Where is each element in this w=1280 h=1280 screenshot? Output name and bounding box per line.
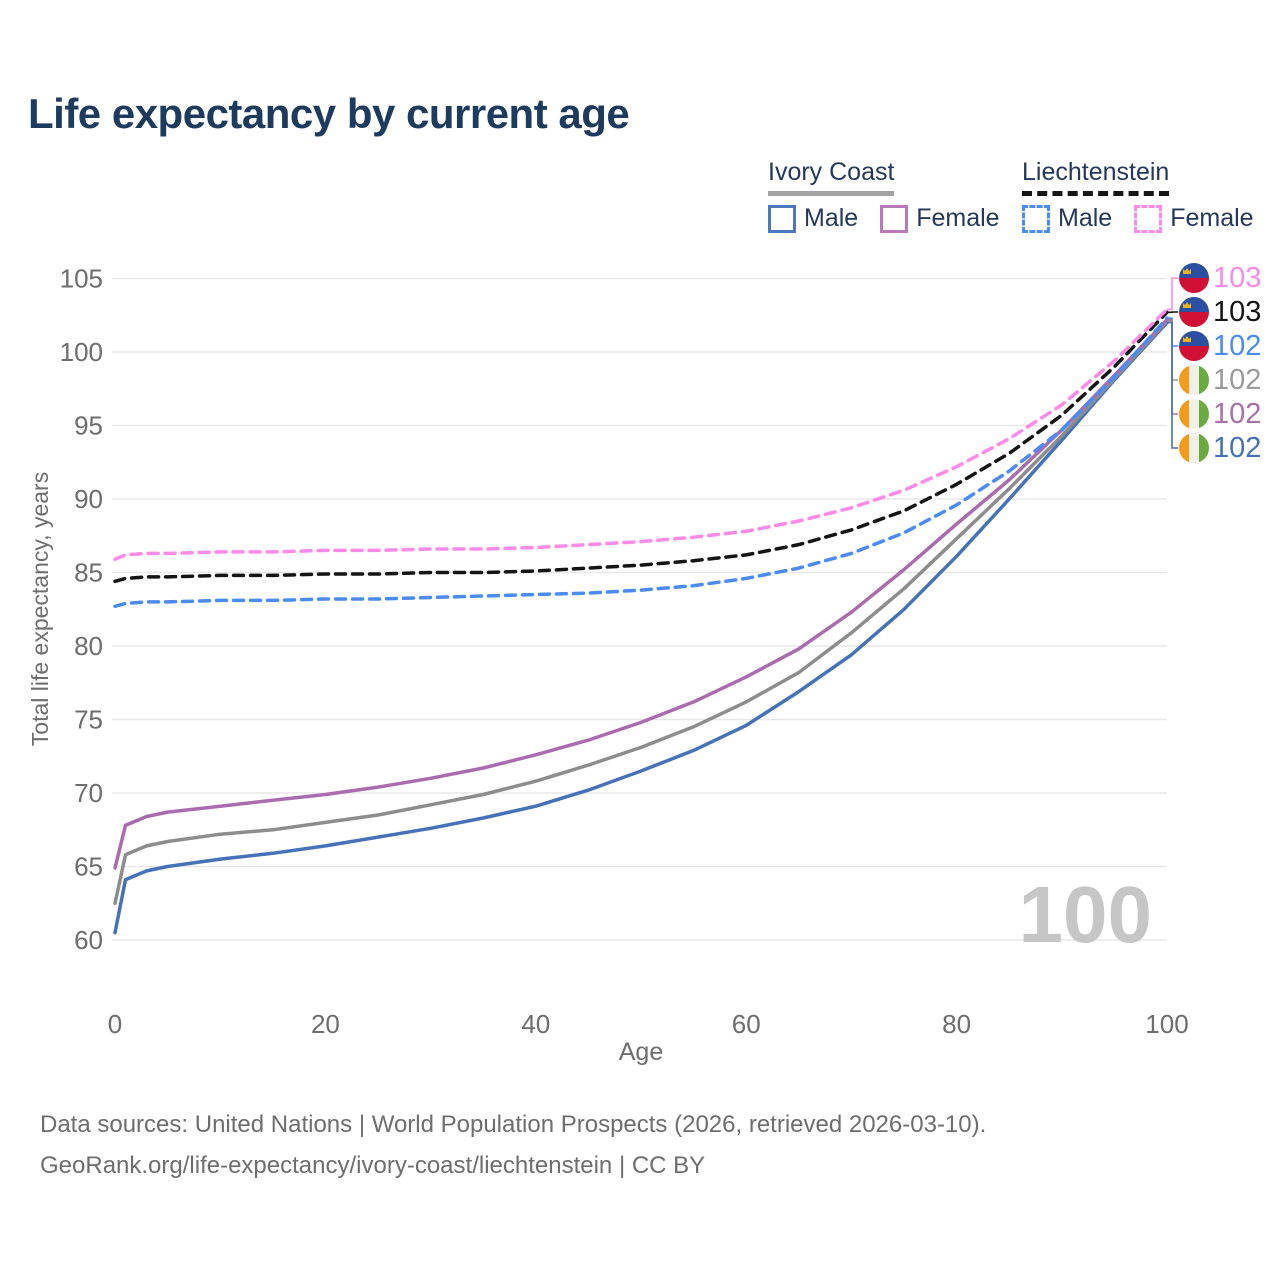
series-line-ic_both[interactable] [113,319,1169,906]
x-axis-title: Age [619,1038,663,1066]
series-line-ic_female[interactable] [113,317,1169,870]
legend-group-ivory-coast: Ivory Coast Male Female [768,158,1014,233]
legend-header-liechtenstein: Liechtenstein [1022,158,1170,196]
footer-attribution: GeoRank.org/life-expectancy/ivory-coast/… [40,1152,706,1179]
footer: Data sources: United Nations | World Pop… [40,1104,986,1186]
y-tick-label: 105 [60,264,103,294]
flag-orange-stripe [1179,433,1189,463]
x-tick-label: 0 [108,1009,122,1039]
x-tick-label: 100 [1145,1009,1188,1039]
gridlines [112,277,1167,941]
y-tick-label: 100 [60,337,103,367]
series-lines [113,307,1169,935]
legend-label-liechtenstein-male[interactable]: Male [1058,204,1113,232]
legend-label-ivory-coast-female[interactable]: Female [916,204,1000,232]
series-line-lie_male[interactable] [113,316,1169,609]
flag-red-half [1179,278,1209,293]
y-axis-tick-labels: 105 100 95 90 85 80 75 70 65 60 [60,264,103,956]
endpoint-value-label: 102 [1213,398,1261,430]
page-title: Life expectancy by current age [28,90,630,137]
y-tick-label: 90 [74,484,103,514]
legend-swatch-ivory-coast-female[interactable] [880,204,909,233]
x-tick-label: 40 [521,1009,550,1039]
legend-label-ivory-coast-male[interactable]: Male [804,204,859,232]
series-line-lie_both[interactable] [113,310,1169,584]
endpoint-value-label: 102 [1213,364,1261,396]
flag-red-half [1179,312,1209,327]
x-axis-tick-labels: 0 20 40 60 80 100 [108,1009,1189,1039]
flag-white-stripe [1189,433,1199,463]
legend-swatch-liechtenstein-male[interactable] [1022,204,1050,233]
legend-swatch-ivory-coast-male[interactable] [768,204,796,233]
legend-swatch-liechtenstein-female[interactable] [1134,204,1163,233]
flag-green-stripe [1199,365,1209,395]
flag-orange-stripe [1179,365,1189,395]
endpoint-value-label: 102 [1213,432,1261,464]
flag-icon-ivory_coast [1179,433,1209,463]
y-tick-label: 60 [74,925,103,955]
flag-white-stripe [1189,365,1199,395]
footer-data-sources: Data sources: United Nations | World Pop… [40,1111,987,1138]
flag-icon-ivory_coast [1179,399,1209,429]
legend-header-ivory-coast: Ivory Coast [768,158,895,196]
flag-green-stripe [1199,399,1209,429]
x-tick-label: 20 [311,1009,340,1039]
flag-blue-half [1179,331,1209,346]
legend-label-liechtenstein-female[interactable]: Female [1170,204,1254,232]
flag-crown [1183,336,1191,342]
endpoint-value-label: 103 [1213,296,1261,328]
y-tick-label: 80 [74,631,103,661]
series-line-ic_male[interactable] [113,320,1169,935]
series-line-lie_female[interactable] [113,307,1169,562]
end-label-leader-line [1167,321,1178,449]
y-tick-label: 75 [74,705,103,735]
flag-icon-liechtenstein [1179,263,1209,293]
flag-green-stripe [1199,433,1209,463]
y-tick-label: 65 [74,852,103,882]
y-tick-label: 85 [74,558,103,588]
flag-blue-half [1179,263,1209,278]
y-tick-label: 70 [74,778,103,808]
flag-icon-liechtenstein [1179,297,1209,327]
flag-red-half [1179,346,1209,361]
endpoint-value-label: 103 [1213,262,1261,294]
chart-area: 100 105 100 95 90 85 80 75 70 65 60 0 20 40 60 80 100 … [0,230,1280,1090]
flag-orange-stripe [1179,399,1189,429]
endpoint-value-label: 102 [1213,330,1261,362]
flag-icon-ivory_coast [1179,365,1209,395]
age-watermark: 100 [1019,870,1152,959]
x-tick-label: 60 [732,1009,761,1039]
y-tick-label: 95 [74,411,103,441]
x-tick-label: 80 [942,1009,971,1039]
y-axis-title: Total life expectancy, years [27,472,53,746]
flag-crown [1183,268,1191,274]
flag-icon-liechtenstein [1179,331,1209,361]
flag-crown [1183,302,1191,308]
end-label-leader-line [1167,277,1178,311]
legend-group-liechtenstein: Liechtenstein Male Female [1022,158,1268,233]
flag-white-stripe [1189,399,1199,429]
flag-blue-half [1179,297,1209,312]
